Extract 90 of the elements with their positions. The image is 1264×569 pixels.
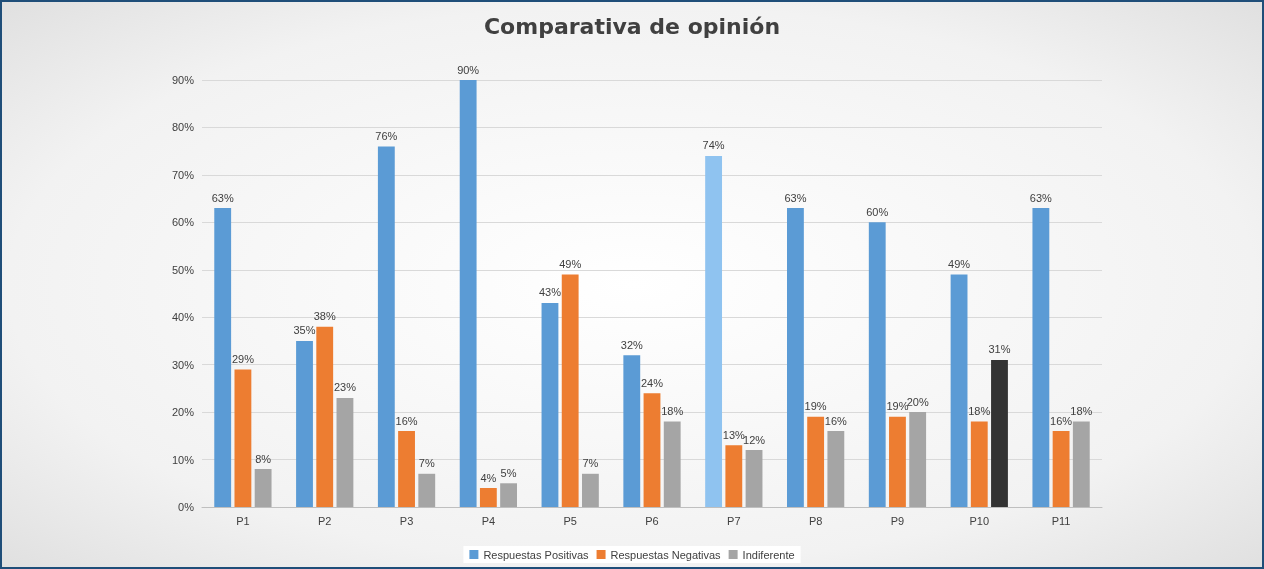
data-label: 18% (661, 405, 684, 418)
bar (745, 450, 763, 507)
x-tick-label: P6 (645, 514, 659, 527)
bar (479, 488, 497, 507)
y-tick-label: 60% (171, 216, 195, 229)
x-tick-label: P3 (399, 514, 414, 527)
bar (296, 340, 313, 507)
x-tick-label: P11 (1051, 514, 1071, 527)
x-tick-label: P1 (236, 514, 250, 527)
bar (909, 412, 927, 507)
bar (316, 326, 334, 507)
bar (643, 393, 661, 507)
data-label: 7% (418, 457, 435, 470)
data-label: 90% (457, 63, 480, 76)
data-label: 38% (313, 310, 336, 323)
x-tick-label: P7 (727, 514, 741, 527)
data-label: 29% (231, 352, 255, 365)
bar (991, 359, 1008, 507)
data-label: 16% (395, 414, 418, 427)
data-label: 4% (480, 471, 497, 484)
bar (214, 208, 232, 507)
data-label: 35% (293, 324, 316, 337)
y-tick-label: 50% (171, 263, 195, 276)
data-label: 18% (1070, 405, 1093, 418)
data-label: 63% (784, 191, 807, 204)
x-tick-label: P9 (890, 514, 905, 527)
bar (807, 416, 825, 507)
legend-label: Respuestas Positivas (483, 548, 590, 561)
y-tick-label: 80% (171, 121, 195, 134)
data-label: 19% (886, 400, 909, 413)
data-label: 13% (722, 428, 746, 441)
bar (827, 431, 845, 507)
x-tick-label: P5 (563, 514, 577, 527)
x-tick-label: P2 (317, 514, 332, 527)
data-label: 24% (640, 376, 664, 389)
x-tick-label: P4 (481, 514, 496, 527)
bar (889, 416, 906, 507)
y-tick-label: 90% (171, 74, 195, 86)
x-tick-label: P10 (969, 514, 990, 527)
data-label: 18% (968, 405, 991, 418)
bar (561, 274, 579, 507)
y-tick-label: 40% (171, 311, 195, 324)
bar (459, 80, 477, 507)
data-label: 16% (1050, 414, 1073, 427)
data-label: 60% (866, 205, 889, 218)
bar (868, 222, 886, 507)
x-tick-label: P8 (808, 514, 823, 527)
data-label: 23% (333, 381, 357, 394)
bar (581, 473, 599, 507)
bar (234, 369, 252, 507)
bar (970, 421, 988, 507)
data-label: 49% (559, 258, 582, 271)
data-label: 5% (500, 466, 517, 479)
bar (398, 431, 415, 507)
bar (1032, 208, 1050, 507)
bar (663, 421, 681, 507)
data-label: 63% (1029, 191, 1053, 204)
bar (950, 274, 968, 507)
bar (1072, 421, 1090, 507)
data-label: 49% (948, 258, 971, 271)
bar (725, 445, 743, 507)
bar (623, 355, 641, 507)
data-label: 12% (743, 433, 766, 446)
data-label: 74% (702, 139, 725, 152)
bar (418, 473, 436, 507)
data-label: 7% (582, 457, 599, 470)
bar (705, 155, 723, 507)
bar (377, 146, 395, 507)
y-tick-label: 10% (171, 453, 195, 466)
legend-label: Indiferente (742, 548, 795, 561)
bar (500, 483, 517, 507)
y-tick-label: 70% (171, 168, 195, 181)
bar (336, 397, 354, 507)
y-tick-label: 20% (171, 406, 195, 419)
bar (254, 469, 272, 507)
bar (1052, 431, 1070, 507)
data-label: 16% (824, 414, 848, 427)
legend-label: Respuestas Negativas (610, 548, 722, 561)
data-label: 8% (255, 452, 272, 465)
chart-title: Comparativa de opinión (483, 13, 781, 39)
bar (541, 302, 559, 507)
data-label: 31% (988, 343, 1011, 356)
y-tick-label: 30% (171, 358, 195, 371)
bar (787, 208, 804, 507)
data-label: 19% (804, 400, 827, 413)
data-label: 32% (620, 338, 644, 351)
y-tick-label: 0% (178, 501, 195, 513)
data-label: 76% (375, 129, 398, 142)
data-label: 63% (211, 191, 234, 204)
data-label: 43% (538, 286, 562, 299)
